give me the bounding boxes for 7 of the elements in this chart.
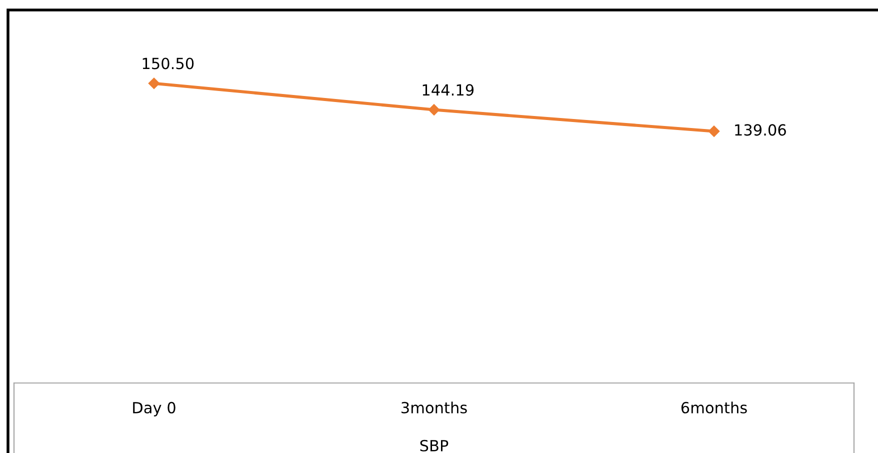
data-label: 150.50 [142, 58, 194, 70]
data-label: 139.06 [735, 124, 786, 136]
x-tick-label: Day 0 [133, 402, 176, 416]
x-tick-label: 6months [681, 402, 747, 414]
x-axis-title: SBP [420, 440, 448, 452]
x-tick-label: 3months [402, 402, 467, 414]
data-label: 144.19 [422, 84, 474, 96]
